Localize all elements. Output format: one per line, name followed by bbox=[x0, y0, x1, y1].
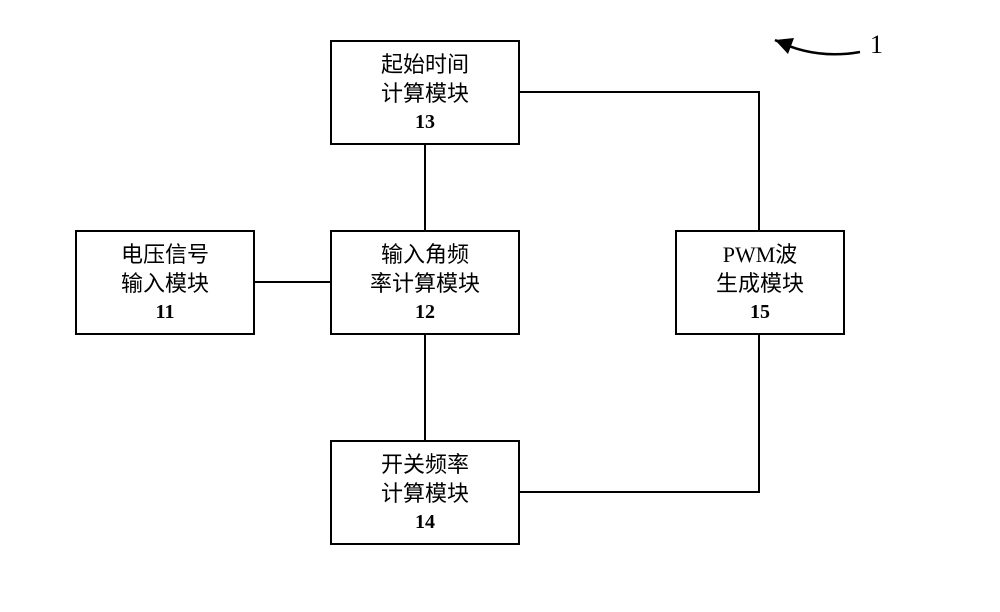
block-line2: 计算模块 bbox=[381, 81, 469, 106]
block-title: 开关频率 计算模块 bbox=[381, 451, 469, 508]
edge-13-15-v bbox=[758, 91, 760, 230]
edge-11-12 bbox=[255, 281, 330, 283]
block-switch-freq: 开关频率 计算模块 14 bbox=[330, 440, 520, 545]
block-pwm-gen: PWM波 生成模块 15 bbox=[675, 230, 845, 335]
block-angular-freq: 输入角频 率计算模块 12 bbox=[330, 230, 520, 335]
block-line2: 输入模块 bbox=[121, 271, 209, 296]
reference-label: 1 bbox=[870, 30, 883, 60]
block-number: 14 bbox=[415, 511, 435, 534]
block-line1: 电压信号 bbox=[121, 242, 209, 267]
block-line1: 开关频率 bbox=[381, 452, 469, 477]
edge-13-15-h bbox=[520, 91, 760, 93]
block-title: 起始时间 计算模块 bbox=[381, 51, 469, 108]
block-voltage-input: 电压信号 输入模块 11 bbox=[75, 230, 255, 335]
block-number: 12 bbox=[415, 301, 435, 324]
block-line1: 输入角频 bbox=[381, 242, 469, 267]
block-line1: 起始时间 bbox=[381, 52, 469, 77]
edge-12-14 bbox=[424, 335, 426, 440]
block-line2: 率计算模块 bbox=[370, 271, 480, 296]
edge-14-15-h bbox=[520, 491, 760, 493]
block-number: 13 bbox=[415, 111, 435, 134]
block-line2: 计算模块 bbox=[381, 481, 469, 506]
block-title: PWM波 生成模块 bbox=[716, 241, 804, 298]
block-line2: 生成模块 bbox=[716, 271, 804, 296]
block-title: 电压信号 输入模块 bbox=[121, 241, 209, 298]
block-number: 11 bbox=[156, 301, 175, 324]
block-number: 15 bbox=[750, 301, 770, 324]
block-line1: PWM波 bbox=[723, 242, 798, 267]
block-title: 输入角频 率计算模块 bbox=[370, 241, 480, 298]
edge-14-15-v bbox=[758, 335, 760, 493]
edge-12-13 bbox=[424, 145, 426, 230]
block-start-time: 起始时间 计算模块 13 bbox=[330, 40, 520, 145]
